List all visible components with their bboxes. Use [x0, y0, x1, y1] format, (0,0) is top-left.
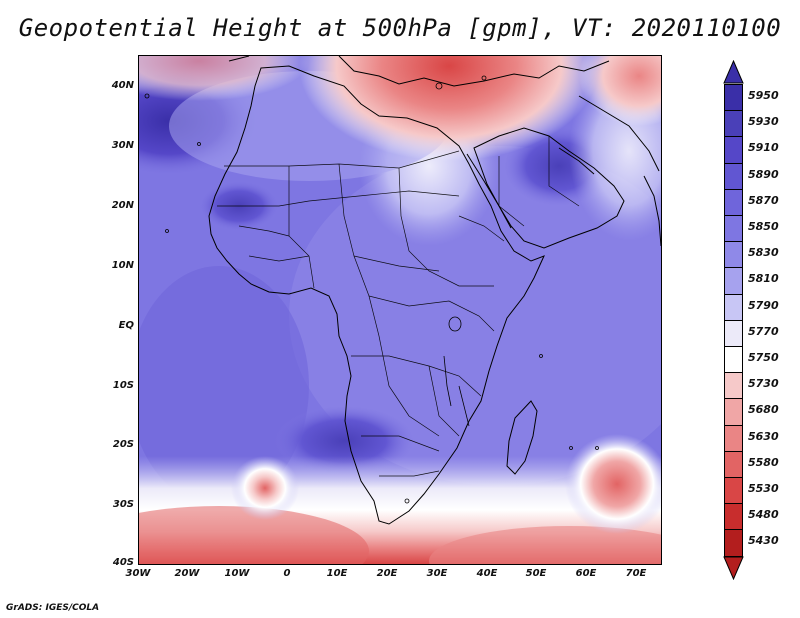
india-coastline [643, 175, 661, 247]
colorbar-arrow-bottom [723, 556, 744, 580]
lat-label: 30N [111, 140, 134, 151]
persian-gulf [558, 147, 595, 175]
europe-coastline [228, 56, 610, 87]
lon-label: 40E [476, 568, 498, 579]
colorbar-cell [724, 450, 743, 478]
lat-label: 30S [112, 499, 134, 510]
colorbar-level-label: 5580 [748, 455, 779, 469]
colorbar-cell [724, 215, 743, 243]
africa-coastline [208, 65, 545, 525]
lon-label: 30E [426, 568, 448, 579]
colorbar-level-label: 5810 [748, 272, 779, 286]
colorbar-level-label: 5850 [748, 220, 779, 233]
lon-label: 0 [283, 568, 291, 579]
colorbar-cell [724, 84, 743, 112]
colorbar-level-label: 5930 [748, 115, 779, 129]
colorbar-cell [724, 293, 743, 321]
lon-label: 20W [174, 568, 200, 579]
lon-label: 70E [625, 568, 647, 579]
colorbar-cell [724, 372, 743, 400]
field-band-west [139, 266, 309, 506]
persia-coastline [578, 95, 660, 172]
colorbar-level-label: 5910 [748, 141, 779, 155]
colorbar-level-label: 5770 [748, 324, 779, 338]
colorbar-cell [724, 477, 743, 505]
lon-label: 10E [326, 568, 348, 579]
map-title: Geopotential Height at 500hPa [gpm], VT:… [18, 14, 782, 42]
colorbar-level-label: 5950 [748, 89, 779, 102]
colorbar-level-label: 5870 [748, 193, 779, 207]
colorbar-level-label: 5530 [748, 482, 779, 495]
colorbar-arrow-top [723, 60, 744, 84]
colorbar-cell [724, 346, 743, 374]
colorbar-level-label: 5430 [748, 534, 779, 548]
colorbar-cell [724, 136, 743, 164]
geopotential-field [139, 56, 661, 564]
colorbar-cell [724, 529, 743, 557]
colorbar-cell [724, 162, 743, 190]
colorbar-level-label: 5680 [748, 403, 779, 417]
colorbar-cell [724, 110, 743, 138]
colorbar-level-label: 5790 [748, 298, 779, 312]
lat-label: 20N [111, 200, 134, 211]
lon-label: 60E [575, 568, 597, 579]
lon-label: 10W [224, 568, 250, 579]
islands [144, 75, 599, 504]
trough-south-west [139, 506, 369, 564]
lon-label: 20E [376, 568, 398, 579]
lat-label: 40N [111, 80, 134, 91]
lat-label: 40S [112, 557, 134, 568]
trough-mediterranean [299, 56, 599, 161]
lat-label: EQ [118, 320, 134, 331]
cutoff-low-atlantic [231, 456, 299, 520]
arabia-coastline [473, 127, 625, 249]
colorbar-cell [724, 188, 743, 216]
colorbar-level-label: 5730 [748, 377, 779, 391]
colorbar-level-label: 5630 [748, 429, 779, 443]
credit-text: GrADS: IGES/COLA [6, 603, 100, 613]
colorbar-level-label: 5750 [748, 351, 779, 364]
cutoff-low-indian [565, 434, 661, 534]
lon-label: 50E [525, 568, 547, 579]
map-panel [138, 55, 662, 565]
lat-label: 10N [111, 260, 134, 271]
colorbar-level-label: 5830 [748, 246, 779, 260]
colorbar-level-label: 5480 [748, 508, 779, 522]
colorbar-level-label: 5890 [748, 167, 779, 181]
colorbar-cell [724, 319, 743, 347]
colorbar-cell [724, 424, 743, 452]
lat-label: 10S [112, 380, 134, 391]
colorbar-cell [724, 503, 743, 531]
field-band-light [289, 146, 661, 486]
lat-label: 20S [112, 439, 134, 450]
madagascar-coastline [506, 400, 538, 475]
colorbar-cell [724, 241, 743, 269]
coastlines [208, 56, 661, 525]
colorbar-cell [724, 398, 743, 426]
red-sea [466, 153, 512, 229]
lon-label: 30W [125, 568, 151, 579]
country-borders [217, 136, 580, 477]
trough-south-east [429, 526, 661, 564]
colorbar-cell [724, 267, 743, 295]
lakes [443, 316, 470, 427]
